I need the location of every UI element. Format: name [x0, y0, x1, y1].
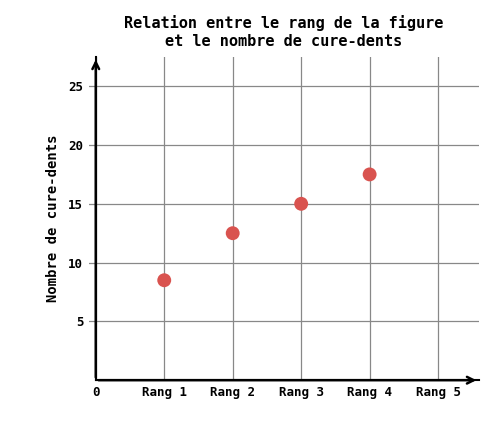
Point [366, 171, 373, 178]
Point [160, 277, 168, 284]
Point [229, 230, 237, 237]
Point [297, 200, 305, 207]
Y-axis label: Nombre de cure-dents: Nombre de cure-dents [46, 135, 60, 302]
Title: Relation entre le rang de la figure
et le nombre de cure-dents: Relation entre le rang de la figure et l… [124, 15, 444, 49]
